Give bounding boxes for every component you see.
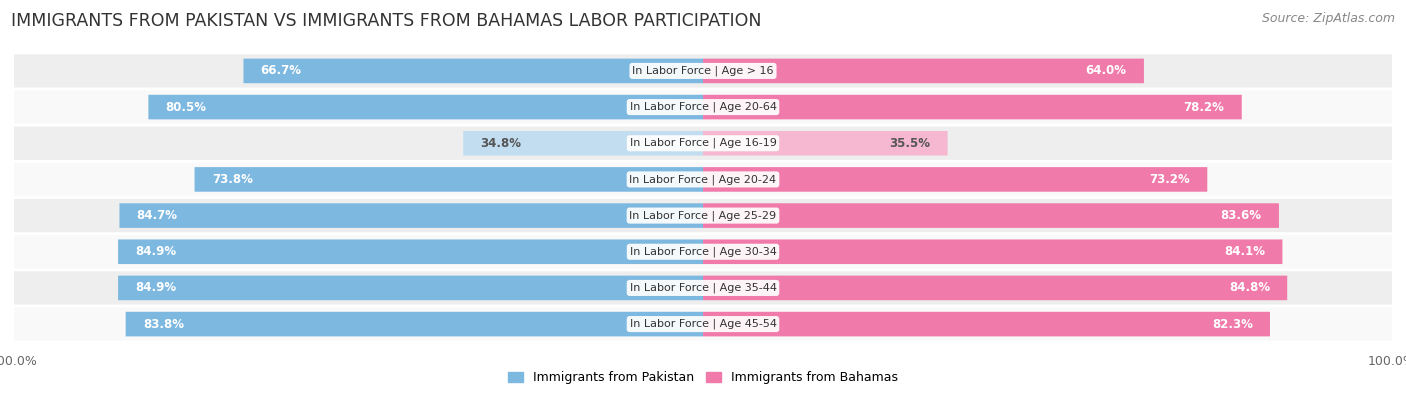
FancyBboxPatch shape [703, 95, 1241, 119]
FancyBboxPatch shape [125, 312, 703, 337]
Text: In Labor Force | Age 30-34: In Labor Force | Age 30-34 [630, 246, 776, 257]
Text: 84.9%: 84.9% [135, 245, 176, 258]
FancyBboxPatch shape [703, 203, 1279, 228]
FancyBboxPatch shape [703, 167, 1208, 192]
FancyBboxPatch shape [703, 58, 1144, 83]
FancyBboxPatch shape [14, 199, 1392, 232]
FancyBboxPatch shape [14, 90, 1392, 124]
FancyBboxPatch shape [120, 203, 703, 228]
Text: 83.6%: 83.6% [1220, 209, 1261, 222]
Text: 73.8%: 73.8% [212, 173, 253, 186]
Text: In Labor Force | Age 35-44: In Labor Force | Age 35-44 [630, 283, 776, 293]
Text: In Labor Force | Age 16-19: In Labor Force | Age 16-19 [630, 138, 776, 149]
Text: 35.5%: 35.5% [890, 137, 931, 150]
FancyBboxPatch shape [14, 163, 1392, 196]
FancyBboxPatch shape [14, 235, 1392, 268]
FancyBboxPatch shape [14, 127, 1392, 160]
Text: In Labor Force | Age > 16: In Labor Force | Age > 16 [633, 66, 773, 76]
Text: In Labor Force | Age 20-64: In Labor Force | Age 20-64 [630, 102, 776, 112]
FancyBboxPatch shape [703, 276, 1288, 300]
FancyBboxPatch shape [703, 239, 1282, 264]
Text: 84.1%: 84.1% [1225, 245, 1265, 258]
Text: IMMIGRANTS FROM PAKISTAN VS IMMIGRANTS FROM BAHAMAS LABOR PARTICIPATION: IMMIGRANTS FROM PAKISTAN VS IMMIGRANTS F… [11, 12, 762, 30]
Legend: Immigrants from Pakistan, Immigrants from Bahamas: Immigrants from Pakistan, Immigrants fro… [503, 367, 903, 389]
FancyBboxPatch shape [118, 239, 703, 264]
Text: 83.8%: 83.8% [143, 318, 184, 331]
Text: 64.0%: 64.0% [1085, 64, 1126, 77]
Text: In Labor Force | Age 20-24: In Labor Force | Age 20-24 [630, 174, 776, 185]
FancyBboxPatch shape [149, 95, 703, 119]
Text: In Labor Force | Age 45-54: In Labor Force | Age 45-54 [630, 319, 776, 329]
Text: In Labor Force | Age 25-29: In Labor Force | Age 25-29 [630, 210, 776, 221]
Text: 80.5%: 80.5% [166, 101, 207, 114]
FancyBboxPatch shape [118, 276, 703, 300]
Text: 84.8%: 84.8% [1229, 281, 1270, 294]
Text: 66.7%: 66.7% [260, 64, 302, 77]
Text: 82.3%: 82.3% [1212, 318, 1253, 331]
FancyBboxPatch shape [14, 271, 1392, 305]
FancyBboxPatch shape [14, 54, 1392, 88]
FancyBboxPatch shape [703, 131, 948, 156]
FancyBboxPatch shape [14, 307, 1392, 341]
Text: 78.2%: 78.2% [1184, 101, 1225, 114]
Text: Source: ZipAtlas.com: Source: ZipAtlas.com [1261, 12, 1395, 25]
FancyBboxPatch shape [194, 167, 703, 192]
Text: 84.7%: 84.7% [136, 209, 177, 222]
FancyBboxPatch shape [243, 58, 703, 83]
FancyBboxPatch shape [703, 312, 1270, 337]
Text: 34.8%: 34.8% [481, 137, 522, 150]
FancyBboxPatch shape [463, 131, 703, 156]
Text: 84.9%: 84.9% [135, 281, 176, 294]
Text: 73.2%: 73.2% [1149, 173, 1189, 186]
